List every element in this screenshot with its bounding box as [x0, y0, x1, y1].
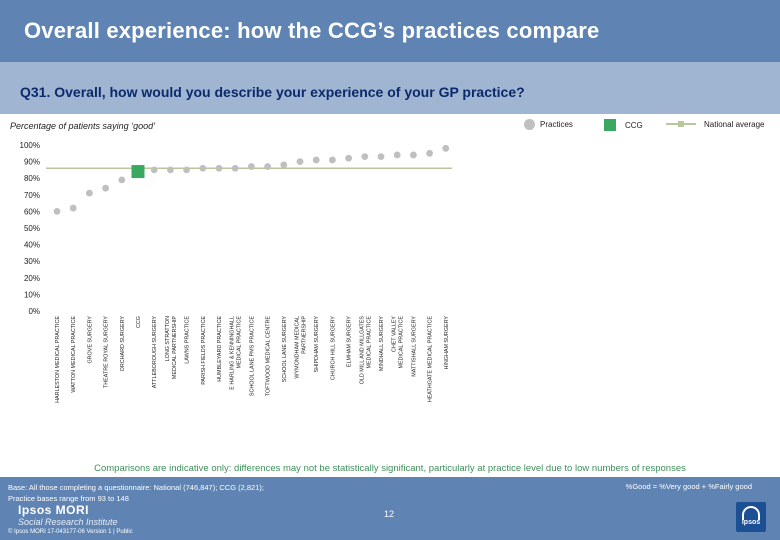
category-label: MATTISHALL SURGERY: [411, 316, 417, 377]
practice-point: [118, 176, 126, 184]
practice-point: [393, 151, 401, 159]
category-label: E HARLING & KENNINGHALL: [230, 316, 236, 390]
category-label: ATTLEBOROUGH SURGERY: [152, 316, 158, 389]
category-label: WYMONDHAM MEDICAL: [295, 316, 301, 379]
practice-point: [345, 154, 352, 162]
ccg-point: [131, 165, 145, 179]
category-label: HEATHGATE MEDICAL PRACTICE: [428, 316, 434, 403]
practice-point: [377, 153, 385, 161]
legend-national-label: National average: [704, 119, 765, 129]
question-text: Q31. Overall, how would you describe you…: [20, 84, 525, 100]
category-label: CCG: [136, 316, 142, 328]
category-label: HINGHAM SURGERY: [444, 316, 450, 370]
legend-national-symbol: [666, 119, 696, 129]
practice-point: [296, 158, 304, 165]
base-line-2: Practice bases range from 93 to 148: [8, 494, 129, 503]
legend-practices-symbol: [524, 119, 535, 130]
good-definition: %Good = %Very good + %Fairly good: [625, 482, 752, 491]
category-label: ELMHAM SURGERY: [347, 316, 353, 368]
category-label: MEDICAL PRACTICE: [237, 316, 243, 369]
y-tick-label: 20%: [24, 274, 40, 283]
practice-point: [183, 166, 191, 174]
practice-point: [426, 149, 433, 157]
practice-point: [264, 163, 271, 170]
practice-chart: 0% 10% 20% 30% 40% 50% 60% 70% 80% 90% 100% HARLEST…: [20, 141, 452, 403]
y-tick-label: 70%: [24, 191, 40, 200]
footer-bar: [0, 477, 780, 540]
practice-point: [86, 189, 93, 197]
comparison-note: Comparisons are indicative only: differe…: [94, 463, 686, 474]
ipsos-logo-icon: Ipsos: [736, 502, 766, 532]
base-line-1: Base: All those completing a questionnai…: [8, 483, 264, 492]
page-number: 12: [384, 509, 395, 519]
practice-point: [442, 144, 450, 152]
y-tick-label: 100%: [20, 141, 40, 150]
category-label: PARISH FIELDS PRACTICE: [201, 316, 207, 385]
y-tick-label: 50%: [24, 224, 40, 233]
copyright: © Ipsos MORI 17-043177-06 Version 1 | Pu…: [8, 529, 133, 535]
legend-ccg-label: CCG: [625, 120, 643, 130]
ipsos-logo-label: Ipsos: [741, 519, 761, 526]
legend-practices-label: Practices: [540, 120, 573, 129]
category-label: OLD MILL AND MILLGATES: [359, 316, 365, 385]
category-label: THEATRE ROYAL SURGERY: [104, 316, 110, 388]
practice-point: [329, 156, 336, 164]
category-label: PARTNERSHIP: [302, 316, 308, 354]
category-label: SHIPDHAM SURGERY: [314, 316, 320, 373]
practice-point: [199, 164, 207, 172]
category-label: SCHOOL LANE PMS PRACTICE: [249, 316, 255, 396]
practice-point: [231, 164, 239, 172]
legend-practices: Practices: [524, 119, 573, 130]
legend-national: National average: [666, 119, 764, 129]
y-tick-label: 40%: [24, 241, 40, 250]
practice-point: [102, 184, 109, 192]
category-label: CHET VALLEY: [392, 316, 398, 352]
category-label: CHURCH HILL SURGERY: [330, 316, 336, 381]
category-label: WATTON MEDICAL PRACTICE: [71, 316, 77, 393]
practice-point: [312, 156, 320, 164]
category-label: GROVE SURGERY: [87, 316, 93, 364]
category-label: MINDHALL SURGERY: [379, 316, 385, 372]
category-label: LAWNS PRACTICE: [185, 316, 191, 364]
legend-ccg: CCG: [604, 119, 643, 131]
chart-subtitle: Percentage of patients saying ‘good’: [10, 121, 156, 131]
practice-point: [150, 166, 158, 174]
practice-point: [410, 151, 417, 159]
ipsos-mori-logo: Ipsos MORI: [18, 503, 90, 517]
practice-point: [167, 166, 174, 174]
practice-point: [215, 164, 223, 172]
y-tick-label: 10%: [24, 290, 40, 299]
logo-subtitle: Social Research Institute: [18, 517, 118, 527]
y-tick-label: 80%: [24, 174, 40, 183]
category-label: HUMBLEYARD PRACTICE: [217, 316, 223, 382]
practice-point: [53, 208, 61, 215]
question-bar: [0, 62, 780, 114]
category-label: TOFTWOOD MEDICAL CENTRE: [266, 316, 272, 397]
practice-point: [248, 163, 255, 170]
header-bar: [0, 0, 780, 62]
category-label: SCHOOL LANE SURGERY: [282, 316, 288, 383]
category-label: MEDICAL PRACTICE: [366, 316, 372, 369]
practice-point: [280, 161, 288, 169]
practice-point: [69, 204, 77, 212]
y-tick-label: 0%: [28, 307, 40, 316]
category-label: MEDICAL PRACTICE: [399, 316, 405, 369]
legend-ccg-symbol: [604, 119, 616, 131]
category-label: ORCHARD SURGERY: [120, 316, 126, 372]
base-note: Base: All those completing a questionnai…: [8, 482, 264, 504]
category-label: HARLESTON MEDICAL PRACTICE: [55, 316, 61, 403]
y-tick-label: 90%: [24, 158, 40, 167]
page-title: Overall experience: how the CCG’s practi…: [24, 18, 600, 43]
y-tick-label: 30%: [24, 257, 40, 266]
category-label: MEDICAL PARTNERSHIP: [172, 316, 178, 380]
practice-point: [361, 153, 369, 161]
y-tick-label: 60%: [24, 207, 40, 216]
category-label: LONG STRATTON: [165, 316, 171, 361]
